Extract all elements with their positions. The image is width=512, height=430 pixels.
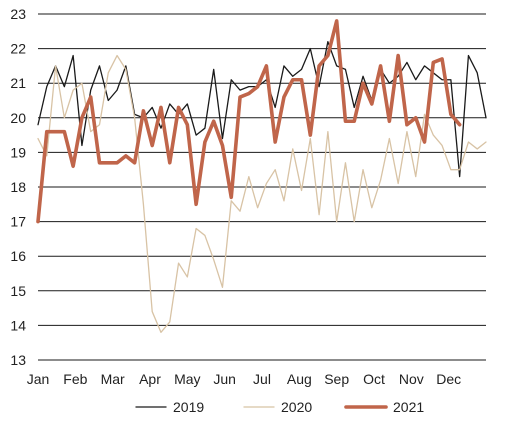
- x-tick-label: Feb: [63, 371, 87, 387]
- y-tick-label: 22: [10, 41, 26, 57]
- x-tick-label: Apr: [139, 371, 161, 387]
- y-tick-label: 15: [10, 283, 26, 299]
- x-tick-label: Jun: [213, 371, 236, 387]
- legend-label-2021: 2021: [393, 399, 424, 415]
- x-tick-label: Nov: [399, 371, 424, 387]
- legend-label-2020: 2020: [281, 399, 312, 415]
- y-tick-label: 23: [10, 6, 26, 22]
- series-line-2020: [37, 54, 487, 333]
- x-tick-label: Dec: [436, 371, 461, 387]
- x-axis-ticks: Jan Feb Mar Apr May Jun Jul Aug Sep Oct Nov Dec: [27, 371, 461, 387]
- legend-label-2019: 2019: [173, 399, 204, 415]
- series-line-2019: [37, 41, 487, 178]
- gridlines: [38, 13, 486, 361]
- series-lines: [36, 19, 487, 333]
- x-tick-label: May: [174, 371, 200, 387]
- legend: 2019 2020 2021: [135, 399, 424, 415]
- y-tick-label: 16: [10, 248, 26, 264]
- x-tick-label: Sep: [324, 371, 349, 387]
- x-tick-label: Aug: [287, 371, 312, 387]
- x-tick-label: Jul: [253, 371, 271, 387]
- y-tick-label: 20: [10, 110, 26, 126]
- y-tick-label: 13: [10, 352, 26, 368]
- y-tick-label: 19: [10, 144, 26, 160]
- x-tick-label: Mar: [101, 371, 125, 387]
- y-axis-ticks: 13 14 15 16 17 18 19 20 21 22 23: [10, 6, 26, 368]
- y-tick-label: 14: [10, 317, 26, 333]
- y-tick-label: 18: [10, 179, 26, 195]
- x-tick-label: Jan: [27, 371, 50, 387]
- x-tick-label: Oct: [363, 371, 385, 387]
- y-tick-label: 21: [10, 75, 26, 91]
- y-tick-label: 17: [10, 214, 26, 230]
- series-line-2021: [36, 19, 462, 224]
